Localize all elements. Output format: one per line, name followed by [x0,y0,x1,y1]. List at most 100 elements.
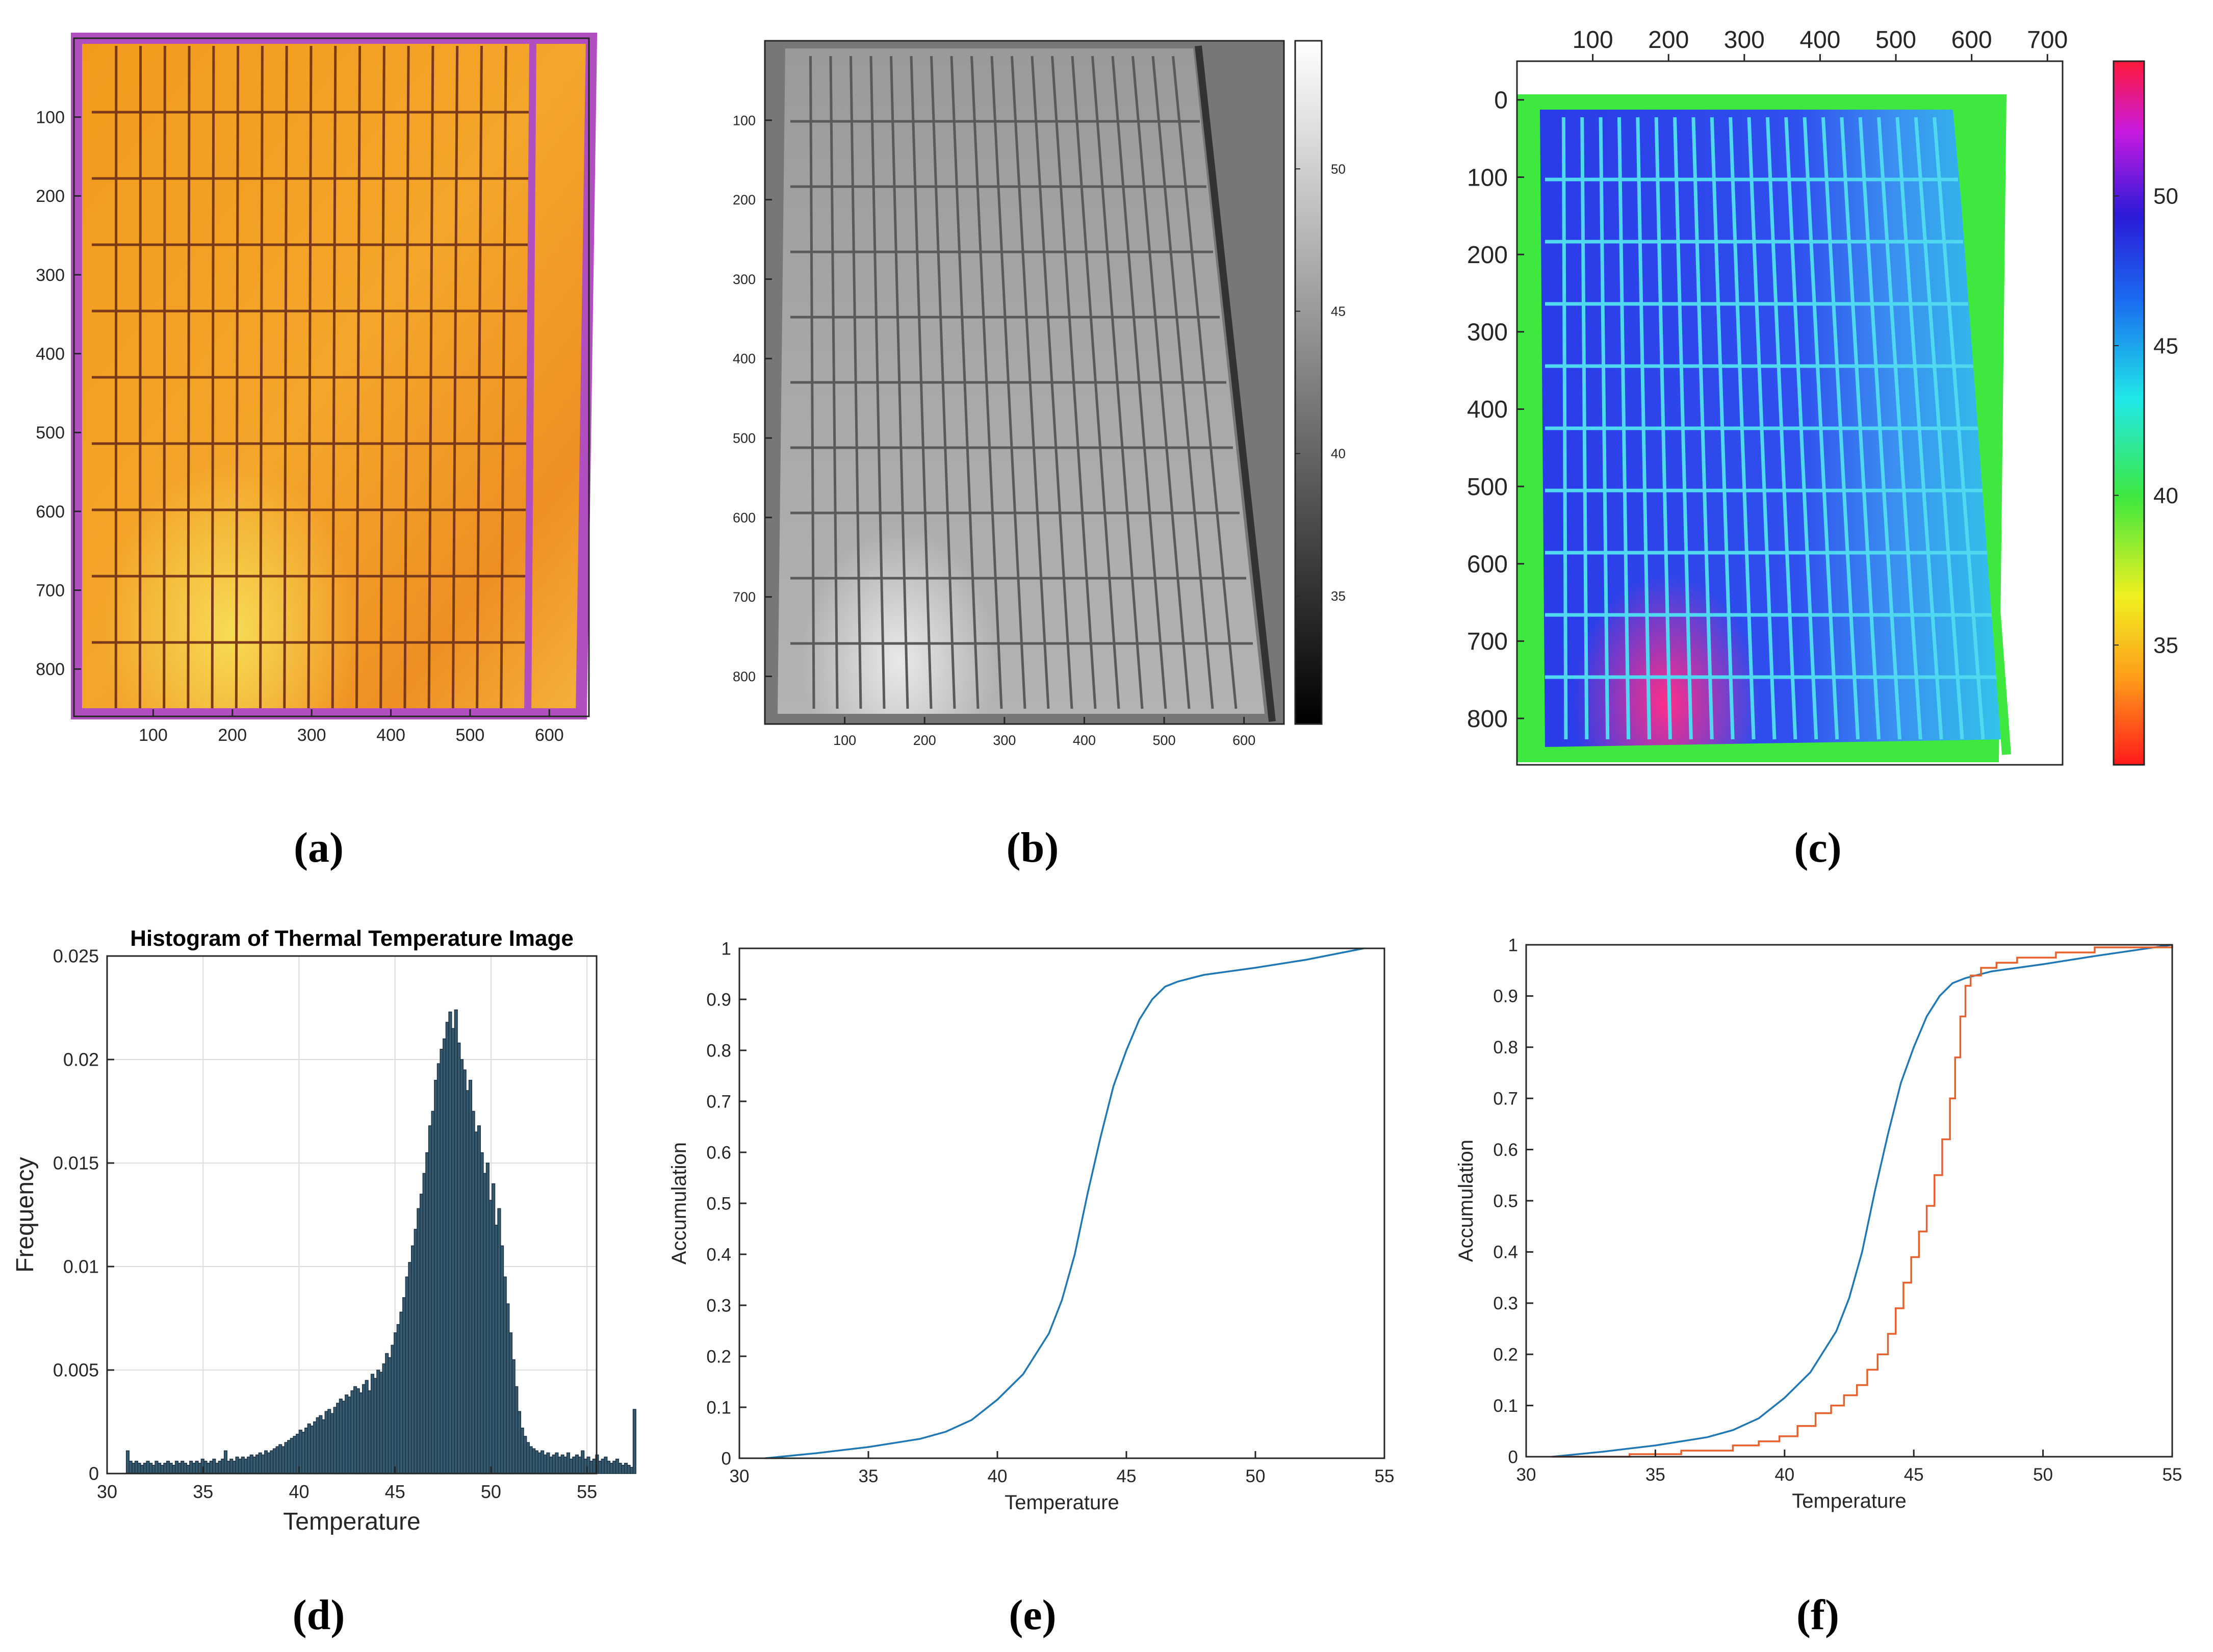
y-tick-label: 0.6 [706,1143,731,1163]
axes-a: 100 200 300 400 500 600 100 200 300 400 500 600 700 8… [36,37,590,745]
histogram-bar [388,1357,392,1474]
histogram-bar [238,1458,242,1474]
histogram-bar [529,1446,533,1474]
histogram-bar [569,1458,573,1474]
y-tick-label: 0.2 [706,1347,731,1366]
histogram-bar [327,1409,331,1474]
histogram-bar [563,1456,568,1474]
histogram-bar [307,1423,311,1474]
caption-a: (a) [294,824,344,871]
histogram-bar [146,1460,150,1474]
x-tick-label: 50 [2033,1465,2053,1485]
histogram-bar [506,1303,510,1474]
histogram-bar [353,1386,357,1474]
histogram-bar [244,1458,248,1474]
x-tick-label: 600 [1951,27,1992,54]
x-tick-label: 100 [1573,27,1613,54]
x-tick-label: 400 [1799,27,1840,54]
y-tick-label: 600 [1467,551,1508,578]
histogram-bar [362,1384,366,1474]
histogram-bar [431,1111,435,1474]
histogram-bar [549,1456,553,1474]
histogram-bar [391,1345,395,1474]
histogram-bar [376,1370,380,1474]
x-tick-label: 55 [577,1481,597,1502]
y-tick-label: 700 [733,589,756,605]
histogram-bar [396,1324,400,1474]
histogram-bar [333,1407,337,1474]
y-tick-label: 700 [36,581,65,600]
panel-c: 100 200 300 400 500 600 700 0 100 200 300 400 500 600… [1467,27,2178,766]
histogram-bar [151,1465,156,1474]
histogram-bar [485,1163,490,1474]
histogram-bar [172,1465,176,1474]
caption-e: (e) [1009,1591,1056,1639]
histogram-bar [621,1465,625,1474]
x-tick-label: 300 [1724,27,1765,54]
y-tick-label: 400 [1467,396,1508,423]
histogram-bar [483,1173,487,1474]
x-tick-label: 600 [1232,733,1255,748]
histogram-bar [459,1059,464,1474]
y-tick-label: 500 [733,431,756,446]
axes-frame [1516,60,2064,766]
histogram-bar [356,1388,360,1474]
histogram-bar [287,1440,291,1474]
y-tick-label: 0.9 [706,990,731,1010]
x-tick-label: 100 [833,733,856,748]
histogram-bar [627,1465,631,1474]
histogram-bar [511,1359,516,1474]
y-tick-label: 800 [733,669,756,684]
histogram-bar [293,1436,297,1474]
histogram-bar [134,1460,138,1474]
colorbar-tick-label: 40 [2153,483,2178,508]
histogram-bar [169,1462,173,1474]
y-tick-label: 0.3 [706,1296,731,1315]
histogram-bar [443,1038,447,1474]
histogram-bar [503,1276,507,1474]
histogram-bar [181,1460,185,1474]
histogram-bar [630,1467,634,1474]
histogram-chart: 30 35 40 45 50 55 0 0.005 0.01 0.015 0.02 0.025 Hist… [12,926,636,1535]
histogram-bar [267,1452,271,1474]
histogram-bar [270,1450,274,1474]
x-tick-label: 500 [456,726,485,745]
histogram-bar [474,1131,478,1474]
histogram-bar [281,1446,285,1474]
histogram-bar [581,1450,585,1474]
histogram-bar [471,1111,475,1474]
histogram-bar [226,1460,230,1474]
y-tick-label: 0.02 [63,1049,99,1070]
colorbar-tick-label: 50 [1331,161,1346,176]
histogram-bar [615,1458,620,1474]
y-tick-label: 100 [733,113,756,128]
y-tick-label: 0.015 [53,1153,99,1174]
histogram-bar [394,1332,398,1474]
x-tick-label: 40 [988,1466,1008,1486]
histogram-bar [422,1173,426,1474]
histogram-bar [284,1442,288,1474]
histogram-bar [552,1454,556,1474]
histogram-bar [480,1152,484,1474]
histogram-bar [290,1438,294,1474]
histogram-bar [249,1454,253,1474]
histogram-bar [379,1372,383,1474]
x-tick-label: 300 [993,733,1016,748]
y-tick-label: 0.7 [1493,1089,1518,1108]
histogram-bar [160,1465,164,1474]
histogram-bar [405,1276,409,1474]
histogram-bar [589,1460,594,1474]
colorbar-tick-label: 35 [2153,633,2178,658]
histogram-bar [601,1458,605,1474]
x-tick-label: 45 [1904,1465,1924,1485]
histogram-bar [448,1011,452,1474]
histogram-bar [310,1425,314,1474]
x-tick-label: 35 [1645,1465,1665,1485]
x-tick-label: 200 [218,726,247,745]
histogram-bar [414,1229,418,1474]
histogram-bar [365,1380,369,1474]
histogram-bar [477,1125,481,1474]
x-tick-label: 600 [535,726,564,745]
histogram-bar [592,1458,596,1474]
histogram-bar [494,1225,498,1474]
